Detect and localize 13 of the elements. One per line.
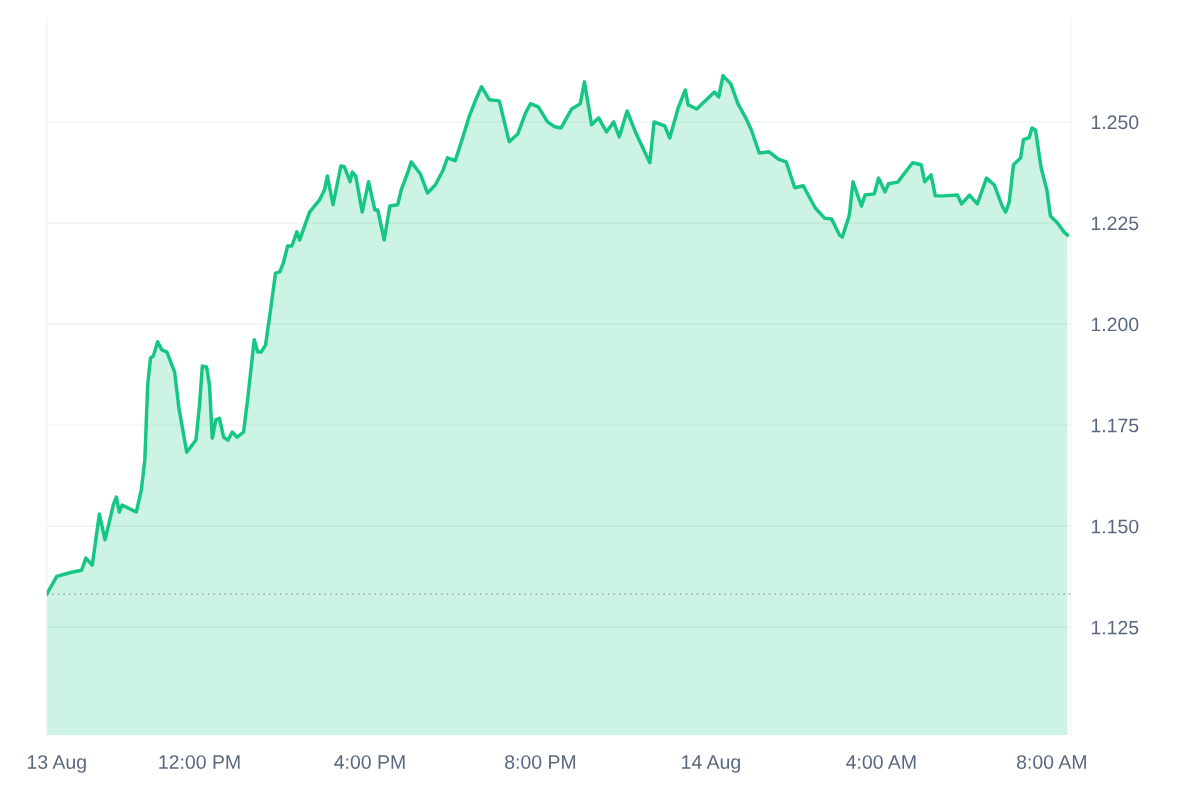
y-tick-label: 1.175 (1091, 418, 1139, 433)
x-tick-label: 4:00 AM (846, 755, 916, 769)
x-tick-label: 12:00 PM (159, 755, 240, 769)
y-tick-label: 1.225 (1091, 216, 1139, 231)
y-tick-label: 1.125 (1091, 620, 1139, 635)
y-tick-label: 1.250 (1091, 115, 1139, 130)
x-tick-label: 8:00 PM (505, 755, 576, 769)
x-tick-label: 8:00 AM (1017, 755, 1086, 769)
x-tick-label: 14 Aug (682, 755, 740, 773)
x-tick-label: 4:00 PM (334, 755, 405, 769)
y-tick-label: 1.200 (1091, 317, 1139, 332)
y-tick-label: 1.150 (1091, 519, 1139, 534)
x-tick-label: 13 Aug (27, 755, 86, 773)
